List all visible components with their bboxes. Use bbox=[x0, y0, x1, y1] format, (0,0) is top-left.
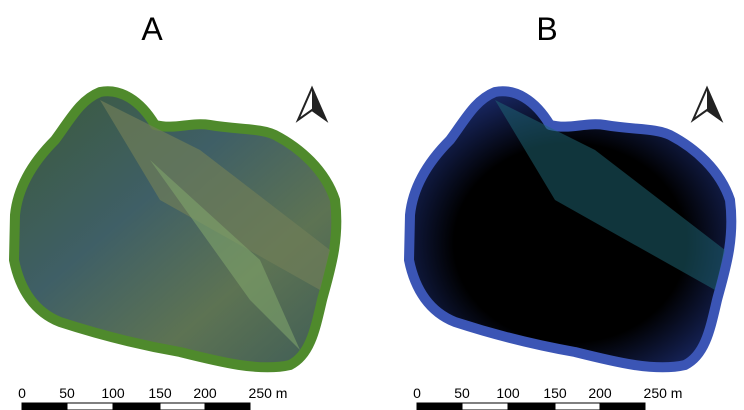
scale-label: 0 bbox=[413, 385, 421, 401]
panel: B 0 50 100 150 200 250 m bbox=[409, 11, 731, 410]
scale-label: 150 bbox=[148, 385, 172, 401]
scale-segment bbox=[417, 403, 462, 410]
panel: A 0 50 100 150 200 250 m bbox=[14, 11, 336, 410]
scale-segment bbox=[600, 403, 645, 410]
scale-segment bbox=[67, 403, 113, 410]
scale-segment bbox=[160, 403, 205, 410]
scale-label: 0 bbox=[18, 385, 26, 401]
scale-label: 50 bbox=[59, 385, 75, 401]
scale-label: 200 bbox=[193, 385, 217, 401]
scale-segment bbox=[113, 403, 160, 410]
panel-label: B bbox=[536, 11, 557, 47]
scale-label: 200 bbox=[588, 385, 612, 401]
scale-label: 50 bbox=[454, 385, 470, 401]
scale-segment bbox=[508, 403, 555, 410]
scale-label: 150 bbox=[543, 385, 567, 401]
panels: A 0 50 100 150 200 250 m B 0 50 100 150 200 250 m bbox=[14, 11, 731, 410]
scale-segment bbox=[555, 403, 600, 410]
panel-label: A bbox=[141, 11, 163, 47]
scale-label: 250 m bbox=[249, 385, 288, 401]
scale-label: 250 m bbox=[644, 385, 683, 401]
scale-label: 100 bbox=[101, 385, 125, 401]
figure: A 0 50 100 150 200 250 m B 0 50 100 150 200 250 m bbox=[0, 0, 744, 410]
scale-segment bbox=[205, 403, 250, 410]
scale-segment bbox=[462, 403, 508, 410]
scale-segment bbox=[22, 403, 67, 410]
scale-label: 100 bbox=[496, 385, 520, 401]
